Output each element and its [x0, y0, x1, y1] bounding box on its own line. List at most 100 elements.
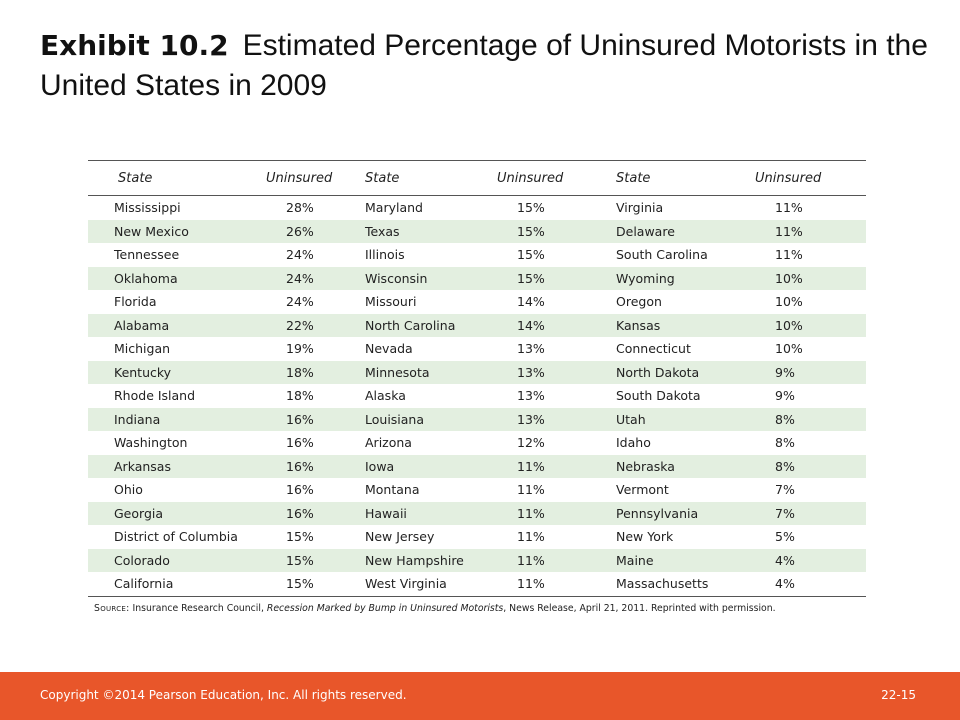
source-publication: Recession Marked by Bump in Uninsured Mo…	[266, 602, 504, 614]
state-cell: South Carolina	[616, 247, 708, 263]
uninsured-cell: 11%	[497, 454, 608, 478]
footer-bar: Copyright ©2014 Pearson Education, Inc. …	[0, 672, 960, 720]
uninsured-cell: 7%	[755, 501, 866, 525]
state-cell: Wisconsin	[357, 266, 497, 290]
uninsured-cell: 15%	[497, 219, 608, 243]
state-cell: Idaho	[616, 435, 651, 451]
state-cell: Massachusetts	[608, 572, 755, 597]
state-cell: Wyoming	[608, 266, 755, 290]
state-cell: California	[88, 572, 266, 597]
uninsured-cell: 22%	[266, 313, 357, 337]
header-uninsured-3: Uninsured	[755, 160, 866, 196]
uninsured-cell: 10%	[755, 266, 866, 290]
table-row: California 15% West Virginia 11% Massachuset…	[88, 572, 866, 597]
header-uninsured-2: Uninsured	[497, 160, 608, 196]
state-cell: Arizona	[365, 435, 412, 451]
uninsured-cell: 9%	[755, 360, 866, 384]
uninsured-cell: 8%	[755, 454, 866, 478]
uninsured-cell: 24%	[286, 294, 314, 310]
uninsured-cell: 8%	[775, 435, 795, 451]
uninsured-cell: 16%	[266, 454, 357, 478]
state-cell: District of Columbia	[114, 529, 238, 545]
header-state-2: State	[357, 160, 497, 196]
uninsured-cell: 14%	[517, 294, 545, 310]
slide-title: Exhibit 10.2 Estimated Percentage of Unin…	[40, 26, 940, 106]
state-cell: Virginia	[616, 200, 664, 216]
uninsured-cell: 11%	[497, 572, 608, 597]
state-cell: Oregon	[616, 294, 662, 310]
uninsured-motorists-table: State Uninsured State Uninsured State Un…	[88, 160, 866, 597]
state-cell: Maine	[608, 548, 755, 572]
header-uninsured-1: Uninsured	[266, 160, 357, 196]
table-row: Arkansas 16% Iowa 11% Nebraska 8%	[88, 454, 866, 478]
uninsured-cell: 8%	[755, 407, 866, 431]
uninsured-cell: 13%	[497, 407, 608, 431]
table-row: Mississippi 28% Maryland 15% Virginia 11%	[88, 196, 866, 220]
copyright-text: Copyright ©2014 Pearson Education, Inc. …	[40, 688, 407, 702]
state-cell: Illinois	[365, 247, 405, 263]
state-cell: New Mexico	[88, 219, 266, 243]
uninsured-cell: 15%	[497, 266, 608, 290]
table-row: Kentucky 18% Minnesota 13% North Dakota 9%	[88, 360, 866, 384]
state-cell: Delaware	[608, 219, 755, 243]
table-row: Indiana 16% Louisiana 13% Utah 8%	[88, 407, 866, 431]
state-cell: Rhode Island	[114, 388, 196, 404]
state-cell: Texas	[357, 219, 497, 243]
uninsured-cell: 16%	[286, 482, 314, 498]
page-number: 22-15	[881, 688, 916, 702]
state-cell: Georgia	[88, 501, 266, 525]
state-cell: Kentucky	[88, 360, 266, 384]
state-cell: West Virginia	[357, 572, 497, 597]
uninsured-cell: 11%	[775, 200, 803, 216]
exhibit-label: Exhibit 10.2	[40, 29, 229, 62]
state-cell: Arkansas	[88, 454, 266, 478]
uninsured-cell: 11%	[497, 501, 608, 525]
state-cell: Iowa	[357, 454, 497, 478]
uninsured-cell: 18%	[266, 360, 357, 384]
table-row: Rhode Island 18% Alaska 13% South Dakota 9%	[88, 384, 866, 408]
state-cell: South Dakota	[616, 388, 701, 404]
table-row: Washington 16% Arizona 12% Idaho 8%	[88, 431, 866, 455]
state-cell: Maryland	[365, 200, 423, 216]
state-cell: Alaska	[365, 388, 406, 404]
state-cell: Nevada	[365, 341, 413, 357]
state-cell: Vermont	[616, 482, 669, 498]
source-note: Source: Insurance Research Council, Rece…	[88, 603, 866, 614]
uninsured-cell: 14%	[497, 313, 608, 337]
state-cell: Florida	[114, 294, 157, 310]
uninsured-cell: 24%	[286, 247, 314, 263]
uninsured-cell: 9%	[775, 388, 795, 404]
state-cell: Pennsylvania	[608, 501, 755, 525]
state-cell: Colorado	[88, 548, 266, 572]
state-cell: Indiana	[88, 407, 266, 431]
uninsured-cell: 13%	[517, 388, 545, 404]
uninsured-cell: 11%	[517, 482, 545, 498]
state-cell: Nebraska	[608, 454, 755, 478]
uninsured-motorists-table-container: State Uninsured State Uninsured State Un…	[88, 160, 866, 614]
uninsured-cell: 7%	[775, 482, 795, 498]
exhibit-title-text: Estimated Percentage of Uninsured Motori…	[40, 29, 928, 102]
uninsured-cell: 4%	[755, 572, 866, 597]
uninsured-cell: 11%	[517, 529, 545, 545]
uninsured-cell: 16%	[266, 501, 357, 525]
uninsured-cell: 5%	[775, 529, 795, 545]
uninsured-cell: 15%	[266, 548, 357, 572]
state-cell: Utah	[608, 407, 755, 431]
state-cell: North Dakota	[608, 360, 755, 384]
state-cell: Montana	[365, 482, 420, 498]
table-row: Colorado 15% New Hampshire 11% Maine 4%	[88, 548, 866, 572]
source-label: Source:	[94, 602, 130, 614]
table-row: Alabama 22% North Carolina 14% Kansas 10%	[88, 313, 866, 337]
state-cell: Kansas	[608, 313, 755, 337]
source-post: , News Release, April 21, 2011. Reprinte…	[503, 602, 776, 614]
table-row: Michigan 19% Nevada 13% Connecticut 10%	[88, 337, 866, 361]
source-pre: Insurance Research Council,	[129, 602, 267, 614]
state-cell: Washington	[114, 435, 188, 451]
table-row: Florida 24% Missouri 14% Oregon 10%	[88, 290, 866, 314]
uninsured-cell: 24%	[266, 266, 357, 290]
state-cell: Alabama	[88, 313, 266, 337]
state-cell: Michigan	[114, 341, 171, 357]
state-cell: Hawaii	[357, 501, 497, 525]
uninsured-cell: 16%	[266, 407, 357, 431]
header-state-3: State	[608, 160, 755, 196]
